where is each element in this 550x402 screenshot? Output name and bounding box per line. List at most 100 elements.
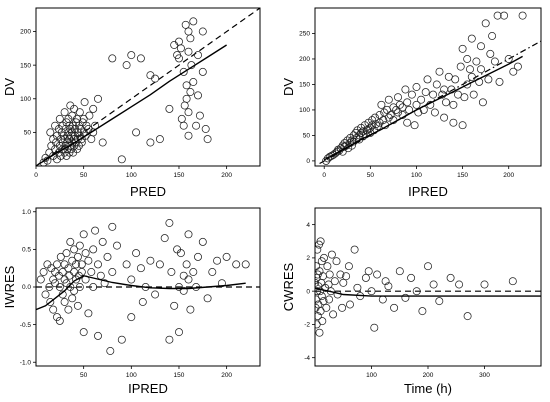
plot-panel-1: 0 50 100 150 200 50 100 150 200 PRED DV (2, 7, 261, 199)
data-point (176, 44, 185, 53)
data-point (186, 305, 195, 314)
data-point (364, 267, 373, 276)
data-point (182, 260, 191, 269)
x-tick-label: 50 (80, 372, 88, 379)
data-point (39, 268, 48, 276)
data-point (79, 328, 88, 337)
x-axis-title: Time (h) (404, 381, 452, 396)
data-point (367, 287, 376, 296)
data-point (184, 47, 193, 56)
y-axis-title: DV (281, 78, 296, 96)
y-tick-label: 2 (306, 255, 310, 262)
data-point (315, 328, 324, 337)
data-point (451, 75, 460, 84)
plot-panel-4: 100 200 300 -4 -2 0 2 4 Time (h) CWRES (281, 207, 542, 396)
data-point (146, 138, 155, 147)
trend-line (323, 55, 523, 161)
data-point (335, 146, 343, 155)
data-point (177, 114, 186, 123)
data-point (72, 260, 80, 269)
data-point (184, 131, 193, 140)
data-point (403, 98, 412, 107)
data-point (98, 237, 107, 246)
data-point (500, 11, 509, 20)
data-point (89, 245, 98, 254)
data-point (435, 297, 444, 306)
data-point (315, 262, 321, 271)
data-point (330, 277, 339, 286)
data-point (175, 328, 183, 337)
trend-line (36, 274, 246, 311)
data-point (132, 249, 141, 258)
data-point (136, 54, 145, 63)
data-point (318, 317, 327, 326)
data-point (127, 313, 136, 322)
data-point (122, 61, 131, 70)
data-point (203, 135, 212, 144)
panel-frame (314, 207, 542, 367)
data-point (45, 283, 54, 291)
data-point (184, 27, 193, 36)
data-point (480, 280, 489, 289)
data-point (189, 268, 198, 276)
data-point (232, 260, 241, 269)
data-point (46, 128, 55, 137)
y-tick-label: 1.0 (22, 209, 31, 216)
data-point (81, 249, 90, 258)
data-point (55, 283, 64, 291)
data-point (170, 41, 179, 49)
data-point (442, 98, 450, 107)
data-point (73, 301, 82, 310)
data-point (478, 98, 487, 107)
data-point (146, 71, 155, 80)
data-point (127, 275, 136, 284)
data-point (189, 17, 198, 26)
x-tick-label: 100 (411, 172, 422, 179)
y-axis-title: CWRES (281, 262, 296, 311)
trend-line (37, 44, 227, 166)
data-point (423, 75, 432, 84)
data-point (198, 67, 207, 76)
data-point (377, 100, 386, 109)
data-point (343, 136, 352, 145)
data-point (87, 135, 96, 144)
y-tick-label: 250 (299, 31, 310, 38)
data-point (410, 121, 419, 130)
data-point (339, 278, 348, 287)
data-point (85, 111, 94, 120)
data-point (401, 85, 410, 94)
data-point (179, 67, 188, 76)
data-point (449, 100, 458, 109)
data-point (60, 260, 69, 269)
data-point (449, 118, 458, 127)
x-tick-label: 300 (479, 372, 490, 379)
data-point (513, 62, 522, 71)
x-axis-title: IPRED (128, 381, 168, 396)
data-point (108, 54, 117, 63)
data-point (361, 273, 370, 282)
data-point (96, 271, 105, 280)
data-point (381, 277, 390, 286)
data-point (429, 90, 438, 99)
data-point (456, 62, 465, 71)
data-point (175, 54, 183, 63)
data-point (370, 323, 379, 332)
data-point (75, 283, 84, 291)
x-tick-label: 200 (221, 372, 232, 379)
x-tick-label: 150 (174, 372, 185, 379)
data-point (49, 275, 58, 284)
y-tick-label: -1.0 (20, 359, 32, 366)
y-tick-label: 50 (24, 130, 32, 137)
data-point (60, 298, 69, 306)
data-point (165, 104, 174, 113)
y-tick-label: 200 (20, 29, 31, 36)
data-point (155, 135, 164, 144)
data-point (390, 303, 399, 312)
plot-area (315, 237, 541, 337)
data-point (315, 295, 321, 304)
data-point (184, 230, 193, 239)
x-tick-label: 100 (126, 172, 137, 179)
data-point (79, 230, 88, 239)
data-point (435, 67, 444, 76)
